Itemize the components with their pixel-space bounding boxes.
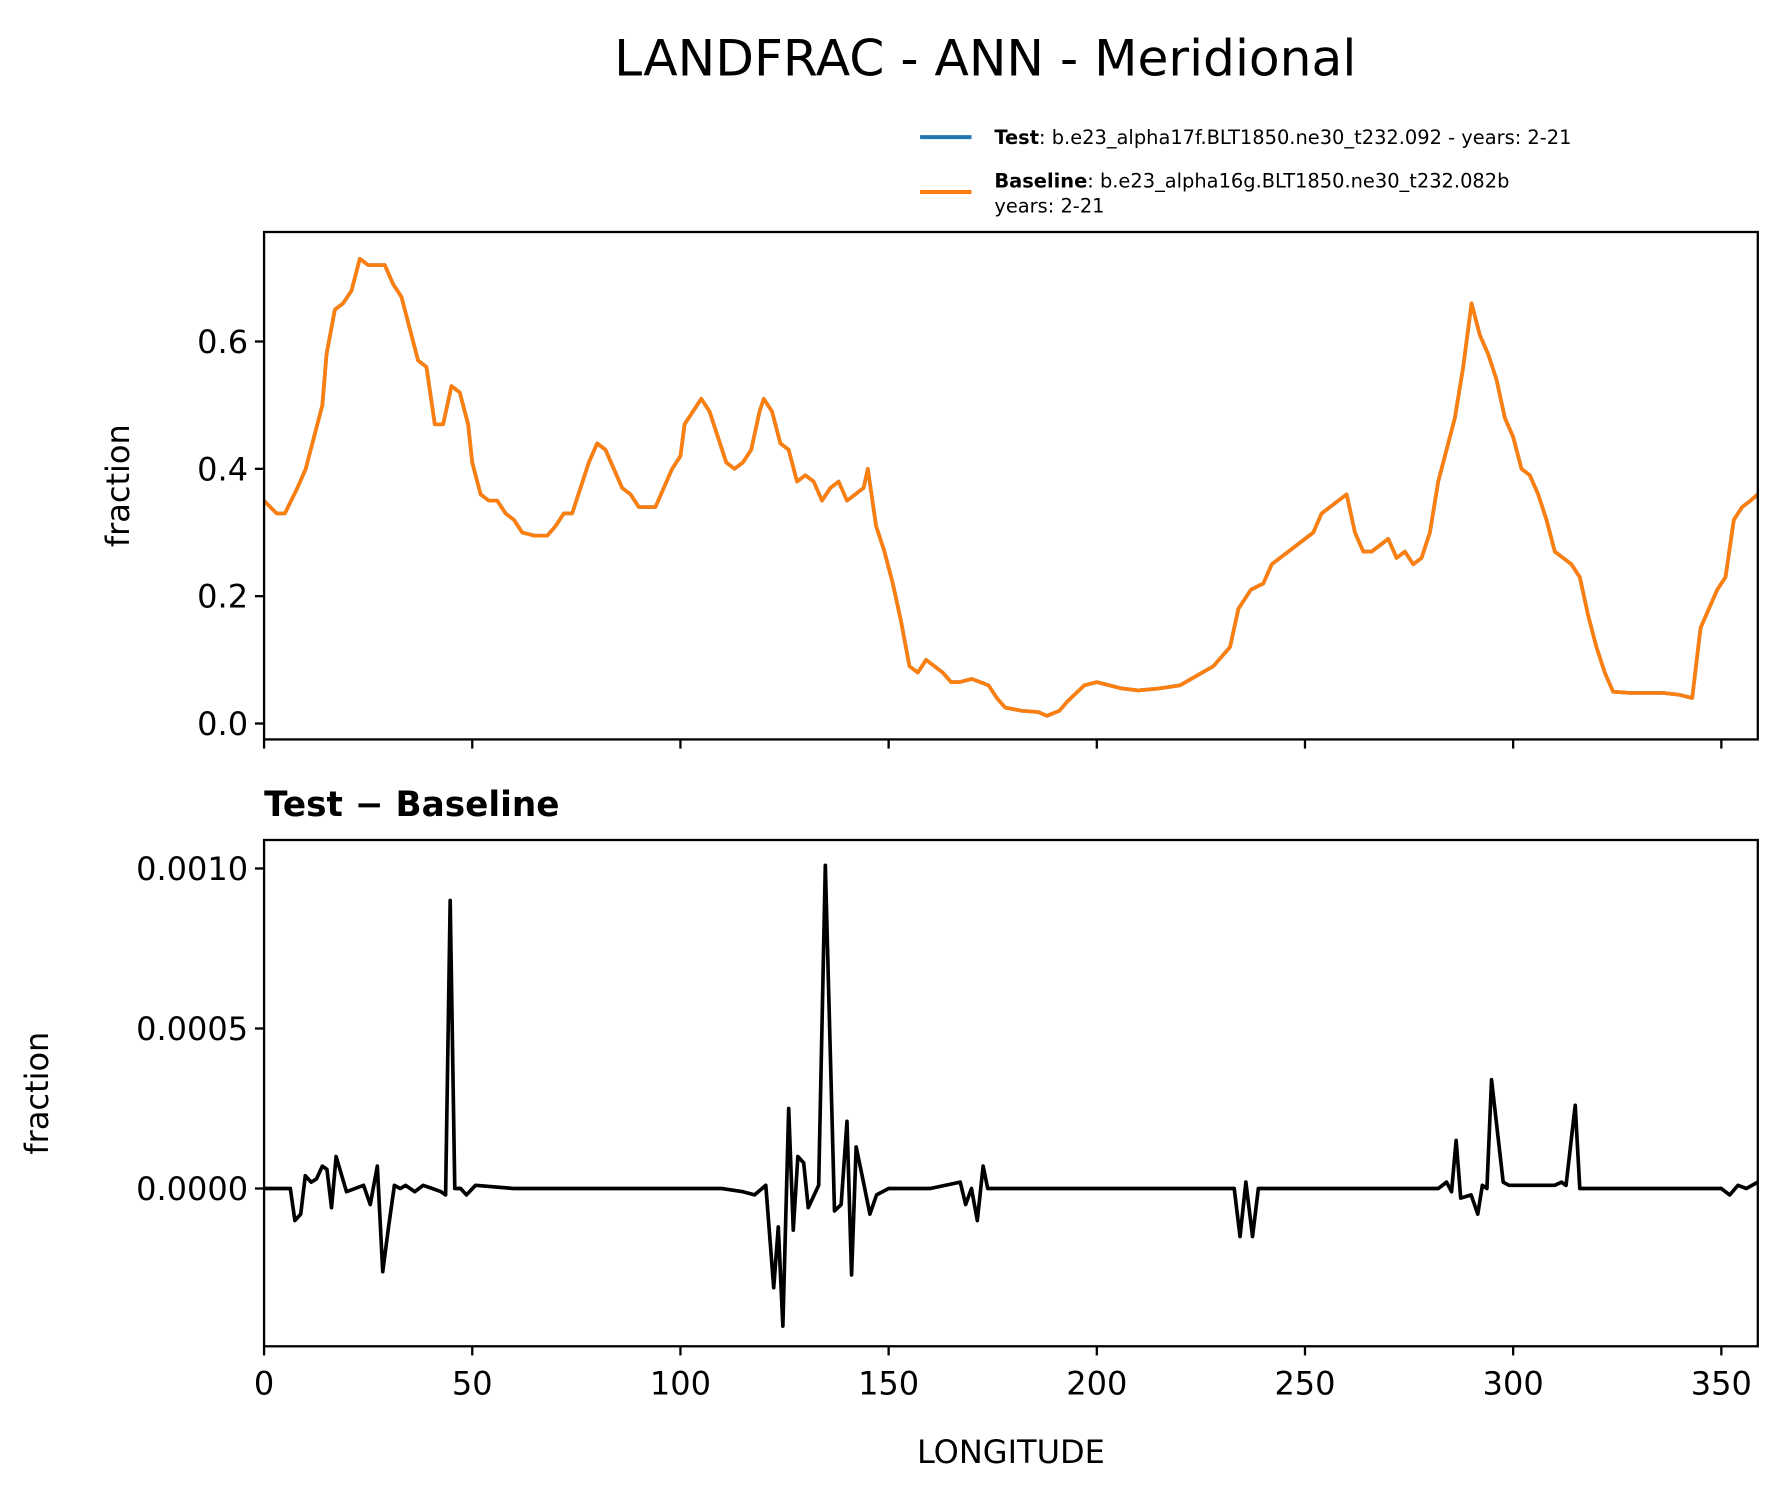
legend-name: Test bbox=[994, 126, 1039, 149]
x-tick-label: 50 bbox=[452, 1364, 493, 1402]
legend-description: : b.e23_alpha16g.BLT1850.ne30_t232.082b bbox=[1087, 169, 1509, 192]
x-tick-label: 150 bbox=[858, 1364, 919, 1402]
x-tick-label: 350 bbox=[1691, 1364, 1752, 1402]
legend-description: : b.e23_alpha17f.BLT1850.ne30_t232.092 -… bbox=[1039, 126, 1571, 149]
subplot-title: Test − Baseline bbox=[264, 785, 559, 825]
y-tick-label: 0.0000 bbox=[136, 1170, 248, 1208]
x-tick-label: 0 bbox=[254, 1364, 274, 1402]
legend-entry: Test: b.e23_alpha17f.BLT1850.ne30_t232.0… bbox=[994, 126, 1571, 149]
y-tick-label: 0.6 bbox=[197, 323, 248, 361]
series-line bbox=[264, 256, 1758, 718]
y-tick-label: 0.0 bbox=[197, 705, 248, 743]
x-axis-label: LONGITUDE bbox=[917, 1433, 1105, 1471]
y-tick-label: 0.0010 bbox=[136, 850, 248, 888]
x-tick-label: 100 bbox=[650, 1364, 711, 1402]
y-tick-label: 0.4 bbox=[197, 450, 248, 488]
series-line bbox=[264, 863, 1758, 1328]
y-tick-label: 0.0005 bbox=[136, 1010, 248, 1048]
y-axis-label: fraction bbox=[18, 1032, 56, 1155]
plot-frame bbox=[262, 838, 1759, 1348]
y-axis-label: fraction bbox=[99, 424, 137, 547]
x-tick-label: 250 bbox=[1274, 1364, 1335, 1402]
plot-frame bbox=[262, 230, 1759, 741]
chart-title: LANDFRAC - ANN - Meridional bbox=[614, 28, 1356, 87]
y-tick-label: 0.2 bbox=[197, 578, 248, 616]
legend-description: years: 2-21 bbox=[994, 195, 1104, 218]
x-tick-label: 300 bbox=[1483, 1364, 1544, 1402]
x-tick-label: 200 bbox=[1066, 1364, 1127, 1402]
legend-entry: Baseline: b.e23_alpha16g.BLT1850.ne30_t2… bbox=[994, 169, 1509, 192]
legend-name: Baseline bbox=[994, 169, 1087, 192]
